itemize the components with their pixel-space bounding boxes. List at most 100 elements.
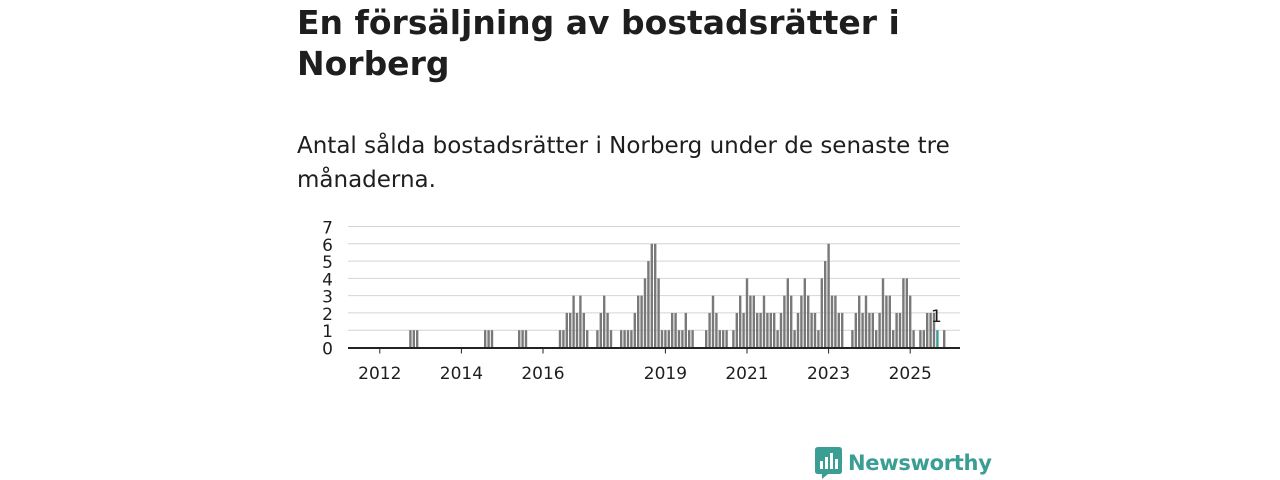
bar [633,312,636,348]
chart-title: En försäljning av bostadsrätter i Norber… [297,3,900,83]
bar [864,295,868,348]
bar [650,243,653,348]
bar [926,312,929,348]
bar [783,295,786,348]
bar [759,312,762,348]
bars [409,243,946,348]
highlight-bar [936,330,939,348]
bar [871,312,874,348]
bar [654,243,657,348]
y-tick-label: 2 [322,305,333,325]
bar [599,312,602,348]
bar [558,330,562,348]
bar [667,330,670,348]
bar [841,312,844,348]
bar [888,295,891,348]
bar [861,312,864,348]
bar [725,330,728,348]
bar [796,312,800,348]
bar [582,312,585,348]
bar [715,312,718,348]
bar [562,330,565,348]
bar [718,330,721,348]
bar [909,295,912,348]
bar [664,330,667,348]
y-tick-label: 7 [322,219,333,239]
bar [412,330,415,348]
bar [905,278,908,348]
brand-logo: Newsworthy [815,446,992,480]
bar [711,295,715,348]
bar [620,330,623,348]
bar [643,278,647,348]
bar [609,330,613,348]
bar [681,330,684,348]
bar [640,295,643,348]
bar [769,312,772,348]
bar [742,312,745,348]
bar [749,295,752,348]
bar [830,295,834,348]
bar [671,312,674,348]
bar [943,330,946,348]
x-tick-label: 2023 [807,364,850,384]
bar [807,295,810,348]
y-tick-label: 0 [322,340,333,360]
bar [858,295,861,348]
bar [837,312,840,348]
bar [790,295,793,348]
last-value-label: 1 [931,307,942,327]
bar [932,312,936,348]
bar [895,312,898,348]
bar [596,330,599,348]
bar [854,312,857,348]
brand-name: Newsworthy [848,451,992,475]
bar [657,278,660,348]
y-tick-label: 4 [322,270,333,290]
bar [817,330,820,348]
chart-subtitle: Antal sålda bostadsrätter i Norberg unde… [297,133,950,193]
bar [691,330,694,348]
bar [745,278,749,348]
x-tick-label: 2019 [644,364,687,384]
bar [660,330,664,348]
bar [569,312,572,348]
bar [756,312,759,348]
bar [803,278,806,348]
bar [630,330,633,348]
bar [885,295,888,348]
bar [827,243,830,348]
bar [579,295,582,348]
bar [868,312,871,348]
bar [732,330,735,348]
bar [912,330,915,348]
bar [626,330,630,348]
bar [810,312,813,348]
y-tick-label: 6 [322,236,333,256]
bar [623,330,626,348]
bar [637,295,640,348]
bar [572,295,575,348]
bar [677,330,681,348]
bar [606,312,609,348]
x-axis-ticks: 2012 2014 2016 2019 2021 2023 2025 [358,348,932,384]
bar [752,295,755,348]
bar [766,312,769,348]
bar [739,295,742,348]
x-tick-label: 2021 [725,364,768,384]
bar [603,295,606,348]
x-tick-label: 2014 [440,364,483,384]
bar [898,312,902,348]
bar [647,261,650,348]
bar [851,330,854,348]
bar [776,330,779,348]
bar [878,312,881,348]
bar [824,261,827,348]
bar [521,330,524,348]
bar [786,278,789,348]
bar [902,278,905,348]
bar [793,330,796,348]
y-tick-label: 3 [322,288,333,308]
bar [518,330,521,348]
